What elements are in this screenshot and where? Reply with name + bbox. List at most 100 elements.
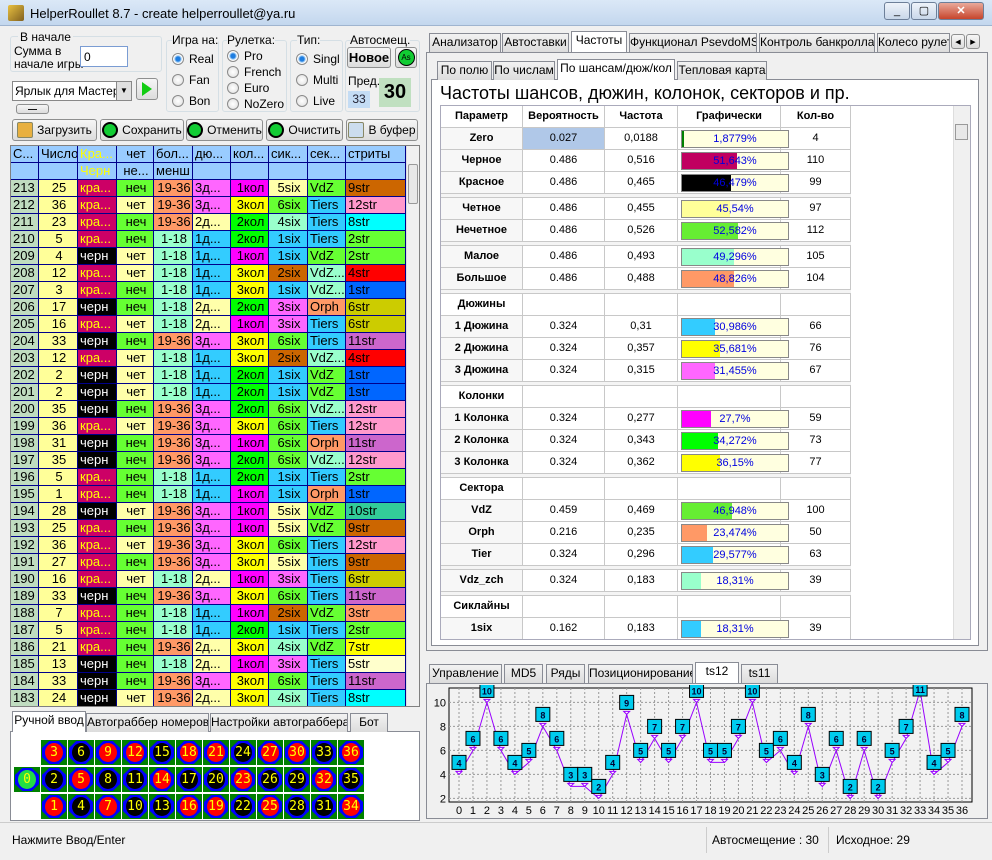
number-button-1[interactable]: 1 [41, 794, 67, 819]
chevron-down-icon[interactable]: ▼ [116, 82, 131, 100]
number-button-11[interactable]: 11 [122, 767, 148, 792]
column-header[interactable] [231, 163, 269, 180]
number-button-10[interactable]: 10 [122, 794, 148, 819]
frequency-scrollbar[interactable] [953, 106, 970, 639]
column-header[interactable]: не... [117, 163, 154, 180]
column-header[interactable]: Вероятность [523, 106, 605, 128]
tab-автограббер-номеров[interactable]: Автограббер номеров [86, 713, 209, 732]
radio-roulette-euro[interactable]: Euro [227, 80, 269, 96]
column-header[interactable]: Графически [678, 106, 781, 128]
scrollbar-thumb[interactable] [955, 124, 968, 140]
column-header[interactable]: Число [39, 146, 78, 163]
column-header[interactable]: чет [117, 146, 154, 163]
column-header[interactable]: бол... [154, 146, 193, 163]
number-button-28[interactable]: 28 [284, 794, 310, 819]
number-button-36[interactable]: 36 [338, 740, 364, 765]
number-button-23[interactable]: 23 [230, 767, 256, 792]
radio-game-on-fan[interactable]: Fan [172, 72, 210, 88]
column-header[interactable]: Параметр [441, 106, 523, 128]
column-header[interactable] [308, 163, 346, 180]
toolbar-button-1[interactable]: Сохранить [100, 119, 184, 141]
number-button-24[interactable]: 24 [230, 740, 256, 765]
tab-ts12[interactable]: ts12 [695, 662, 739, 683]
number-button-12[interactable]: 12 [122, 740, 148, 765]
radio-type-live[interactable]: Live [296, 93, 335, 109]
column-header[interactable]: стриты [346, 146, 406, 163]
number-button-20[interactable]: 20 [203, 767, 229, 792]
radio-game-on-real[interactable]: Real [172, 51, 214, 67]
number-button-29[interactable]: 29 [284, 767, 310, 792]
number-button-4[interactable]: 4 [68, 794, 94, 819]
number-button-6[interactable]: 6 [68, 740, 94, 765]
number-button-15[interactable]: 15 [149, 740, 175, 765]
column-header[interactable]: сик... [269, 146, 308, 163]
toolbar-button-4[interactable]: В буфер [346, 119, 418, 141]
column-header[interactable]: Кра... [78, 146, 117, 163]
column-header[interactable] [346, 163, 406, 180]
tab-настройки-автограббера[interactable]: Настройки автограббера [210, 713, 348, 732]
number-button-25[interactable]: 25 [257, 794, 283, 819]
tab-контроль-банкролла[interactable]: Контроль банкролла [759, 33, 875, 52]
start-sum-input[interactable] [80, 46, 128, 67]
minus-button[interactable]: — [16, 104, 49, 114]
radio-roulette-french[interactable]: French [227, 64, 281, 80]
column-header[interactable]: Частота [605, 106, 678, 128]
number-button-8[interactable]: 8 [95, 767, 121, 792]
column-header[interactable]: менш [154, 163, 193, 180]
number-button-19[interactable]: 19 [203, 794, 229, 819]
tab-автоставки[interactable]: Автоставки [502, 33, 569, 52]
number-button-30[interactable]: 30 [284, 740, 310, 765]
column-header[interactable]: Черн [78, 163, 117, 180]
number-button-22[interactable]: 22 [230, 794, 256, 819]
number-button-0[interactable]: 0 [14, 767, 40, 792]
new-button[interactable]: Новое [347, 47, 391, 68]
number-button-3[interactable]: 3 [41, 740, 67, 765]
number-button-18[interactable]: 18 [176, 740, 202, 765]
column-header[interactable] [269, 163, 308, 180]
tab-по-числам[interactable]: По числам [493, 61, 555, 80]
tab-тепловая-карта[interactable]: Тепловая карта [677, 61, 767, 80]
tab-ts11[interactable]: ts11 [741, 664, 778, 683]
close-button[interactable]: ✕ [938, 2, 984, 20]
number-button-14[interactable]: 14 [149, 767, 175, 792]
toolbar-button-0[interactable]: Загрузить [12, 119, 97, 141]
radio-roulette-nozero[interactable]: NoZero [227, 96, 284, 112]
tab-частоты[interactable]: Частоты [571, 31, 627, 52]
tab-управление[interactable]: Управление [429, 664, 502, 683]
number-button-32[interactable]: 32 [311, 767, 337, 792]
tab-анализатор[interactable]: Анализатор [429, 33, 501, 52]
shortcut-combo[interactable]: Ярлык для Мастер ▼ [12, 81, 132, 101]
number-button-9[interactable]: 9 [95, 740, 121, 765]
column-header[interactable]: Кол-во [781, 106, 851, 128]
column-header[interactable]: С... [11, 146, 39, 163]
table-scrollbar[interactable] [406, 146, 419, 706]
number-button-2[interactable]: 2 [41, 767, 67, 792]
scrollbar-thumb[interactable] [408, 164, 418, 204]
column-header[interactable]: сек... [308, 146, 346, 163]
maximize-button[interactable]: ▢ [911, 2, 937, 20]
radio-roulette-pro[interactable]: Pro [227, 48, 263, 64]
number-button-35[interactable]: 35 [338, 767, 364, 792]
tab-scroll-left-button[interactable]: ◀ [951, 34, 965, 49]
number-button-17[interactable]: 17 [176, 767, 202, 792]
tab-md5[interactable]: MD5 [504, 664, 543, 683]
toolbar-button-2[interactable]: Отменить [186, 119, 263, 141]
number-button-7[interactable]: 7 [95, 794, 121, 819]
number-button-27[interactable]: 27 [257, 740, 283, 765]
number-button-13[interactable]: 13 [149, 794, 175, 819]
tab-ручной-ввод[interactable]: Ручной ввод [12, 711, 86, 732]
minimize-button[interactable]: _ [884, 2, 910, 20]
column-header[interactable]: кол... [231, 146, 269, 163]
tab-scroll-right-button[interactable]: ▶ [966, 34, 980, 49]
number-button-33[interactable]: 33 [311, 740, 337, 765]
column-header[interactable] [11, 163, 39, 180]
radio-type-multi[interactable]: Multi [296, 72, 338, 88]
number-button-21[interactable]: 21 [203, 740, 229, 765]
number-button-5[interactable]: 5 [68, 767, 94, 792]
play-button[interactable] [136, 78, 158, 100]
number-button-34[interactable]: 34 [338, 794, 364, 819]
column-header[interactable] [39, 163, 78, 180]
number-button-16[interactable]: 16 [176, 794, 202, 819]
column-header[interactable] [193, 163, 231, 180]
tab-по-шансам-дюж-кол[interactable]: По шансам/дюж/кол [557, 59, 675, 80]
